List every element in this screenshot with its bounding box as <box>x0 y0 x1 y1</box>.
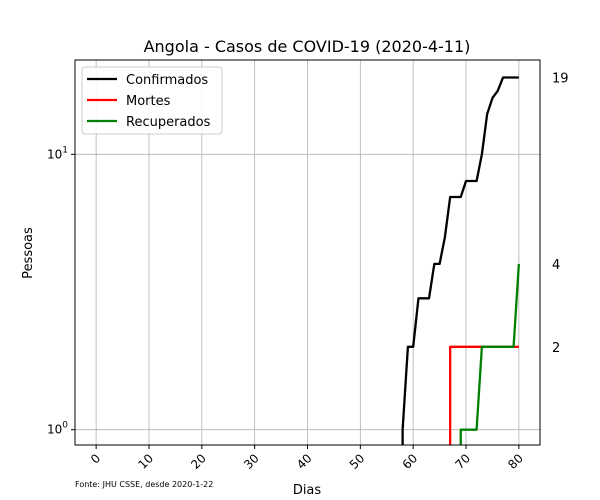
series-line-confirmados <box>401 76 519 445</box>
legend: Confirmados Mortes Recuperados <box>81 66 223 135</box>
chart-title: Angola - Casos de COVID-19 (2020-4-11) <box>144 37 471 56</box>
side-label: 19 <box>552 72 569 87</box>
legend-label: Mortes <box>126 94 171 109</box>
side-label: 4 <box>552 258 560 273</box>
legend-box <box>81 66 223 135</box>
y-tick-label: 101 <box>47 145 68 161</box>
series-lines <box>401 76 521 445</box>
y-tick-label: 100 <box>47 421 68 437</box>
y-axis-label: Pessoas <box>21 227 36 279</box>
legend-label: Confirmados <box>126 73 208 88</box>
y-ticks: 100 101 <box>47 145 75 437</box>
side-label: 2 <box>552 341 560 356</box>
x-axis-label: Dias <box>293 483 322 498</box>
source-note: Fonte: JHU CSSE, desde 2020-1-22 <box>75 480 213 489</box>
series-line-recuperados <box>459 263 521 445</box>
legend-label: Recuperados <box>126 115 211 130</box>
